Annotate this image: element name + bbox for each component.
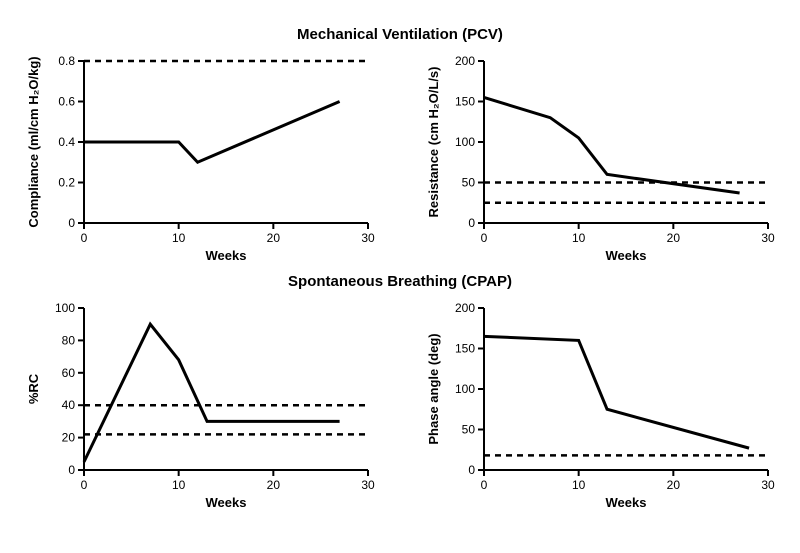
x-tick-label: 0 (481, 478, 488, 492)
y-tick-label: 0 (68, 463, 75, 477)
y-tick-label: 100 (55, 301, 75, 315)
y-tick-label: 100 (455, 135, 475, 149)
x-tick-label: 10 (172, 231, 186, 245)
y-tick-label: 0.2 (58, 176, 75, 190)
chart-rc: 0 10 20 30 0 20 40 60 80 100 Weeks %RC (20, 294, 380, 514)
x-tick-label: 30 (361, 231, 375, 245)
chart-phase: 0 10 20 30 0 50 100 150 200 Weeks Phase angle (deg… (420, 294, 780, 514)
panel-phase: 0 10 20 30 0 50 100 150 200 Weeks Phase angle (deg… (420, 294, 780, 514)
y-tick-label: 150 (455, 95, 475, 109)
figure-container: Mechanical Ventilation (PCV) 0 10 20 30 0 0.2… (20, 26, 780, 514)
x-tick-label: 30 (761, 231, 775, 245)
x-tick-label: 20 (667, 231, 681, 245)
y-tick-label: 50 (462, 176, 476, 190)
x-tick-label: 10 (572, 478, 586, 492)
x-tick-label: 30 (361, 478, 375, 492)
y-axis-label: Resistance (cm H₂O/L/s) (426, 67, 441, 218)
x-tick-label: 20 (267, 478, 281, 492)
row-bottom: 0 10 20 30 0 20 40 60 80 100 Weeks %RC 0 10 20 30 0 50 10… (20, 294, 780, 514)
y-tick-label: 60 (62, 366, 76, 380)
y-tick-label: 80 (62, 333, 76, 347)
y-axis-label: %RC (26, 373, 41, 404)
x-tick-label: 10 (572, 231, 586, 245)
y-tick-label: 0 (68, 216, 75, 230)
row-top: 0 10 20 30 0 0.2 0.4 0.6 0.8 Weeks Compliance (ml/… (20, 47, 780, 267)
y-tick-label: 100 (455, 382, 475, 396)
y-tick-label: 0.4 (58, 135, 75, 149)
y-tick-label: 0 (468, 216, 475, 230)
panel-resistance: 0 10 20 30 0 50 100 150 200 Weeks Resistance (cm H… (420, 47, 780, 267)
y-axis-label: Compliance (ml/cm H₂O/kg) (26, 56, 41, 227)
y-tick-label: 20 (62, 431, 76, 445)
x-axis-label: Weeks (606, 495, 647, 510)
y-tick-label: 40 (62, 398, 76, 412)
x-tick-label: 20 (667, 478, 681, 492)
y-axis-label: Phase angle (deg) (426, 333, 441, 444)
y-tick-label: 150 (455, 342, 475, 356)
x-axis-label: Weeks (206, 495, 247, 510)
x-tick-label: 20 (267, 231, 281, 245)
x-axis-label: Weeks (606, 248, 647, 263)
y-tick-label: 200 (455, 301, 475, 315)
x-axis-label: Weeks (206, 248, 247, 263)
y-tick-label: 0.8 (58, 54, 75, 68)
chart-compliance: 0 10 20 30 0 0.2 0.4 0.6 0.8 Weeks Compliance (ml/… (20, 47, 380, 267)
x-tick-label: 10 (172, 478, 186, 492)
x-tick-label: 0 (81, 478, 88, 492)
y-tick-label: 0 (468, 463, 475, 477)
section-title-top: Mechanical Ventilation (PCV) (20, 26, 780, 43)
y-tick-label: 50 (462, 423, 476, 437)
y-tick-label: 200 (455, 54, 475, 68)
x-tick-label: 0 (81, 231, 88, 245)
x-tick-label: 0 (481, 231, 488, 245)
section-title-bottom: Spontaneous Breathing (CPAP) (20, 273, 780, 290)
chart-resistance: 0 10 20 30 0 50 100 150 200 Weeks Resistance (cm H… (420, 47, 780, 267)
panel-rc: 0 10 20 30 0 20 40 60 80 100 Weeks %RC (20, 294, 380, 514)
y-tick-label: 0.6 (58, 95, 75, 109)
panel-compliance: 0 10 20 30 0 0.2 0.4 0.6 0.8 Weeks Compliance (ml/… (20, 47, 380, 267)
x-tick-label: 30 (761, 478, 775, 492)
